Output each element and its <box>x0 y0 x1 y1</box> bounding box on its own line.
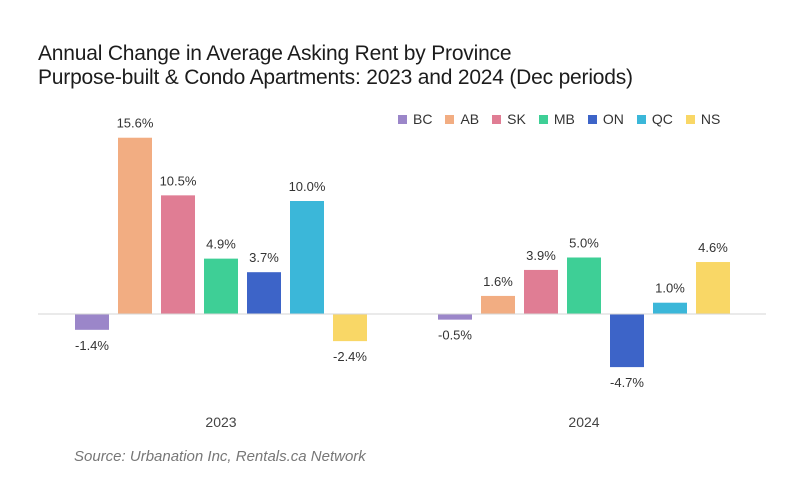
chart-title-line1: Annual Change in Average Asking Rent by … <box>38 42 512 65</box>
legend-swatch <box>492 114 502 124</box>
category-label-2023: 2023 <box>205 414 236 430</box>
data-label-on-2024: -4.7% <box>610 375 644 390</box>
bar-mb-2024 <box>567 257 601 314</box>
bar-ns-2023 <box>333 314 367 342</box>
bar-on-2023 <box>247 272 281 314</box>
bar-qc-2024 <box>653 302 687 314</box>
legend-label: SK <box>507 111 526 127</box>
data-label-mb-2024: 5.0% <box>569 236 599 251</box>
bar-bc-2024 <box>438 314 472 320</box>
legend-label: NS <box>700 111 721 127</box>
category-label-2024: 2024 <box>568 414 599 430</box>
data-label-bc-2024: -0.5% <box>438 328 472 343</box>
bar-ab-2023 <box>118 137 152 314</box>
legend-item-mb: MB <box>538 111 575 127</box>
legend-item-ns: NS <box>685 111 721 127</box>
chart-title: Annual Change in Average Asking Rent by … <box>38 42 633 90</box>
legend-label: QC <box>651 111 673 127</box>
bar-on-2024 <box>610 314 644 368</box>
legend-swatch <box>636 114 646 124</box>
bar-ns-2024 <box>696 262 730 314</box>
legend-item-ab: AB <box>445 111 479 127</box>
bar-bc-2023 <box>75 314 109 330</box>
legend-label: MB <box>553 111 575 127</box>
legend-swatch <box>587 114 597 124</box>
bar-mb-2023 <box>204 258 238 314</box>
legend-swatch <box>685 114 695 124</box>
data-label-sk-2024: 3.9% <box>526 248 556 263</box>
bar-ab-2024 <box>481 295 515 314</box>
legend-item-qc: QC <box>636 111 673 127</box>
data-label-ab-2023: 15.6% <box>117 116 154 131</box>
legend-swatch <box>398 114 407 124</box>
legend-label: ON <box>602 111 624 127</box>
legend-swatch <box>538 114 548 124</box>
chart-legend: BC AB SK MB ON QC NS <box>398 111 733 127</box>
legend-item-on: ON <box>587 111 624 127</box>
legend-swatch <box>445 114 455 124</box>
bar-sk-2024 <box>524 269 558 314</box>
data-label-qc-2023: 10.0% <box>289 179 326 194</box>
data-label-mb-2023: 4.9% <box>206 237 236 252</box>
bar-sk-2023 <box>161 195 195 314</box>
source-note: Source: Urbanation Inc, Rentals.ca Netwo… <box>74 448 366 465</box>
data-label-ns-2023: -2.4% <box>333 349 367 364</box>
legend-label: BC <box>413 111 433 127</box>
data-label-ab-2024: 1.6% <box>483 274 513 289</box>
legend-item-sk: SK <box>492 111 526 127</box>
data-label-ns-2024: 4.6% <box>698 240 728 255</box>
data-label-sk-2023: 10.5% <box>160 173 197 188</box>
legend-item-bc: BC <box>398 111 432 127</box>
chart-title-line2: Purpose-built & Condo Apartments: 2023 a… <box>38 66 633 89</box>
data-label-qc-2024: 1.0% <box>655 281 685 296</box>
data-label-bc-2023: -1.4% <box>75 338 109 353</box>
bar-qc-2023 <box>290 201 324 314</box>
data-label-on-2023: 3.7% <box>249 250 279 265</box>
legend-label: AB <box>460 111 480 127</box>
